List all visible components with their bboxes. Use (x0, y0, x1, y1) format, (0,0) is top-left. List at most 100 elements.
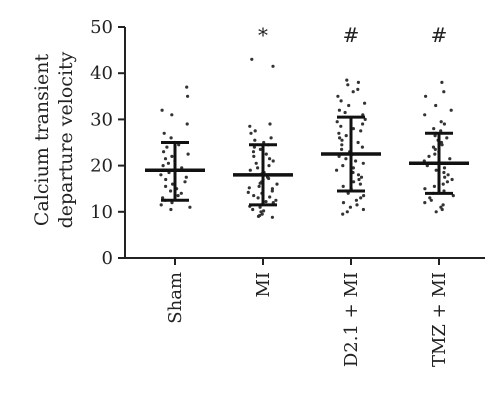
data-point (432, 184, 436, 188)
data-point (358, 182, 362, 186)
data-point (270, 215, 274, 219)
y-axis-label: Calcium transient departure velocity (31, 51, 77, 228)
data-point (345, 78, 349, 82)
data-point (346, 83, 350, 87)
data-point (169, 189, 173, 193)
data-point (440, 80, 444, 84)
data-point (351, 127, 355, 131)
data-point (354, 159, 358, 163)
data-point (423, 113, 427, 117)
data-point (442, 122, 446, 126)
data-point (169, 207, 173, 212)
data-point (258, 181, 262, 185)
data-point (343, 110, 347, 115)
data-point (164, 177, 168, 182)
data-point (341, 164, 345, 168)
data-point (445, 180, 449, 184)
data-point (161, 196, 165, 200)
data-point (271, 159, 275, 163)
data-point (262, 140, 266, 145)
data-point (335, 120, 339, 124)
data-point (423, 187, 427, 191)
data-point (267, 164, 271, 168)
data-point (256, 214, 261, 218)
data-point (357, 177, 361, 182)
data-point (361, 161, 365, 165)
y-tick-label: 10 (90, 202, 113, 223)
x-tick-label: Sham (165, 272, 186, 324)
data-point (340, 143, 344, 147)
data-point (159, 173, 163, 177)
data-point (340, 147, 344, 151)
data-point (344, 157, 348, 161)
data-point (341, 201, 346, 205)
data-point (445, 136, 449, 140)
data-point (176, 194, 180, 198)
data-point (351, 166, 355, 170)
data-point (354, 198, 358, 202)
data-point (442, 90, 446, 94)
data-point (248, 124, 252, 128)
data-point (274, 198, 278, 202)
data-point (339, 124, 343, 128)
data-point (363, 117, 367, 121)
data-point (340, 138, 344, 142)
data-point (361, 207, 365, 212)
data-point (434, 103, 438, 108)
data-point (264, 152, 268, 156)
data-point (356, 173, 361, 177)
data-point (253, 129, 257, 133)
x-tick-label: TMZ + MI (429, 272, 450, 367)
data-point (171, 182, 175, 186)
data-point (161, 164, 165, 168)
significance-marker: # (343, 23, 360, 47)
data-point (270, 187, 274, 191)
data-point (256, 196, 260, 200)
y-axis-label-line-2: departure velocity (55, 51, 77, 228)
group-2: # (321, 23, 381, 216)
data-point (264, 200, 268, 204)
data-point (258, 147, 262, 151)
x-tick-label: MI (253, 272, 274, 298)
data-point (439, 129, 443, 133)
data-point (359, 129, 363, 133)
y-tick-label: 0 (102, 248, 113, 269)
data-point (347, 103, 351, 108)
data-point (352, 180, 356, 184)
data-point (275, 182, 279, 186)
data-point (164, 184, 168, 188)
data-point (431, 145, 436, 149)
data-point (252, 194, 256, 198)
data-point (170, 154, 174, 158)
data-point (185, 85, 189, 89)
data-point (341, 212, 345, 216)
data-point (186, 94, 190, 98)
data-point (446, 173, 450, 177)
data-point (359, 175, 364, 179)
data-point (348, 205, 352, 209)
data-point (433, 134, 437, 138)
data-point (448, 157, 452, 161)
group-1: * (233, 23, 293, 219)
data-point (363, 101, 367, 105)
y-tick-label: 30 (90, 109, 113, 130)
data-point (432, 127, 436, 131)
data-point (268, 157, 272, 161)
data-point (450, 177, 454, 182)
group-0 (145, 85, 205, 212)
data-point (184, 175, 188, 179)
data-point (361, 122, 365, 126)
data-point (268, 122, 272, 126)
data-point (441, 203, 445, 207)
data-point (449, 108, 453, 112)
data-point (162, 131, 166, 135)
y-tick-label: 40 (90, 63, 113, 84)
data-point (254, 161, 258, 165)
data-point (335, 168, 339, 172)
data-point (434, 168, 438, 172)
data-point (360, 145, 364, 149)
data-point (183, 180, 187, 184)
data-point (429, 198, 433, 202)
data-point (248, 168, 252, 172)
